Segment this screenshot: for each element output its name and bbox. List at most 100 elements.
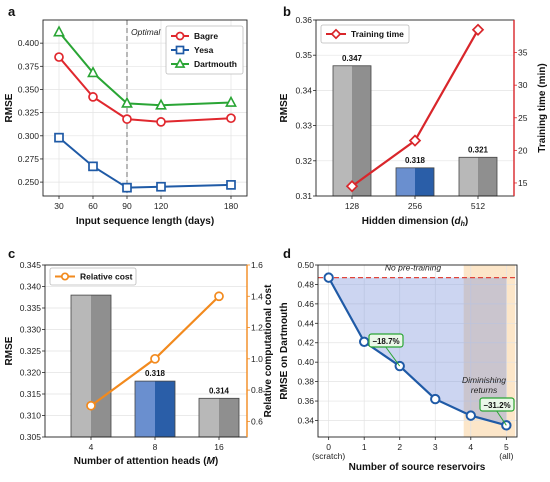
x-tick-label: 30 — [54, 201, 64, 211]
x-tick-label: 4 — [468, 442, 473, 452]
relative-cost-point — [150, 353, 160, 364]
data-point-dartmouth — [155, 98, 167, 110]
data-point-yesa — [122, 182, 132, 193]
data-point-dartmouth — [87, 66, 99, 78]
y-tick-label: 0.32 — [295, 156, 312, 166]
data-point-bagre — [122, 114, 132, 124]
improvement-area — [328, 277, 507, 426]
x-tick-label: 512 — [471, 201, 485, 211]
legend-box — [165, 25, 244, 75]
y-tick-label: 0.305 — [20, 432, 42, 442]
data-point-bagre — [156, 117, 166, 127]
x-tick-label: 8 — [153, 442, 158, 452]
callout-box — [479, 397, 515, 412]
training-time-point — [345, 180, 359, 193]
y-axis-label: RMSE — [279, 93, 290, 122]
bar-value-label: 0.321 — [468, 145, 489, 154]
data-point-rmse — [430, 393, 441, 405]
y-tick-label: 0.400 — [18, 38, 40, 48]
y-tick-label: 0.325 — [20, 346, 42, 356]
y-tick-label: 0.44 — [297, 318, 314, 328]
legend-marker-yesa — [175, 45, 185, 55]
data-point-yesa — [226, 180, 236, 190]
x-tick-label: 5 — [504, 442, 509, 452]
x-axis-label-var: d — [455, 216, 462, 227]
bar-4-shade — [91, 295, 111, 437]
y-axis-label: RMSE — [4, 93, 15, 122]
legend-marker-relative-cost — [60, 272, 70, 281]
legend-label-dartmouth: Dartmouth — [194, 59, 237, 69]
bar-128-shade — [352, 65, 371, 196]
callout-leader — [495, 409, 507, 426]
y-tick-label: 0.46 — [297, 299, 314, 309]
y2-tick-label: 1.6 — [251, 260, 263, 270]
x-tick-label: 90 — [122, 201, 132, 211]
bar-4 — [71, 295, 91, 437]
callout-box — [368, 333, 404, 348]
x-axis-label: Hidden dimension (dh) — [362, 216, 469, 228]
x-axis-label-end: ) — [215, 456, 218, 467]
y-tick-label: 0.34 — [297, 415, 314, 425]
training-time-point — [408, 134, 422, 147]
y2-tick-label: 1.4 — [251, 291, 263, 301]
y-tick-label: 0.33 — [295, 121, 312, 131]
data-point-bagre — [54, 52, 64, 62]
x-axis-label-text: Number of attention heads ( — [74, 456, 207, 467]
x-axis-label: Number of source reservoirs — [349, 462, 486, 473]
y-axis-label: RMSE on Dartmouth — [279, 302, 290, 399]
bar-8-shade — [155, 381, 175, 437]
y-tick-label: 0.275 — [18, 154, 40, 164]
callout-leader — [384, 345, 401, 367]
y2-tick-label: 15 — [518, 178, 528, 188]
panel-label-c: c — [8, 246, 15, 261]
x-tick-sublabel: (all) — [499, 451, 513, 461]
y2-axis-label: Relative computational cost — [263, 284, 274, 417]
bar-value-label: 0.318 — [145, 369, 166, 378]
relative-cost-point — [214, 291, 224, 302]
y2-tick-label: 30 — [518, 80, 528, 90]
panel-label-d: d — [283, 246, 291, 261]
y2-tick-label: 1.0 — [251, 354, 263, 364]
data-point-rmse — [465, 410, 477, 421]
y-tick-label: 0.320 — [20, 368, 42, 378]
legend-box — [320, 24, 410, 44]
bar-512-shade — [478, 157, 497, 196]
panel-label-b: b — [283, 4, 291, 19]
y-tick-label: 0.36 — [297, 396, 314, 406]
bar-256-shade — [415, 167, 434, 196]
x-tick-label: 3 — [433, 442, 438, 452]
y2-tick-label: 0.8 — [251, 385, 263, 395]
y-tick-label: 0.375 — [18, 61, 40, 71]
y-tick-label: 0.40 — [297, 357, 314, 367]
data-point-yesa — [156, 181, 166, 192]
y-tick-label: 0.50 — [297, 260, 314, 270]
bar-value-label: 0.318 — [405, 156, 426, 165]
x-tick-label: 128 — [345, 201, 359, 211]
x-axis-label: Number of attention heads (M) — [74, 456, 218, 467]
bar-8 — [135, 381, 155, 437]
y2-tick-label: 35 — [518, 48, 528, 58]
training-time-point — [471, 23, 485, 36]
y-tick-label: 0.38 — [297, 377, 314, 387]
y-tick-label: 0.345 — [20, 260, 42, 270]
y-tick-label: 0.315 — [20, 389, 42, 399]
optimal-annotation: Optimal — [131, 27, 161, 37]
x-tick-label: 2 — [397, 442, 402, 452]
bar-value-label: 0.347 — [342, 54, 363, 63]
data-point-bagre — [226, 113, 236, 124]
legend-label-yesa: Yesa — [194, 45, 214, 55]
legend-label-bagre: Bagre — [194, 31, 218, 41]
bar-128 — [333, 65, 352, 196]
legend-box — [49, 267, 137, 286]
legend-label-training-time: Training time — [351, 29, 404, 39]
y2-tick-label: 20 — [518, 145, 528, 155]
bar-256 — [396, 167, 415, 196]
y-tick-label: 0.34 — [295, 85, 312, 95]
diminishing-returns-label-2: returns — [471, 385, 498, 395]
data-point-dartmouth — [53, 25, 65, 37]
x-axis-label-end: ) — [465, 216, 468, 227]
data-point-bagre — [88, 92, 98, 102]
x-axis-label-sub: h — [461, 221, 465, 228]
y-tick-label: 0.330 — [20, 325, 42, 335]
y-tick-label: 0.325 — [18, 108, 40, 118]
